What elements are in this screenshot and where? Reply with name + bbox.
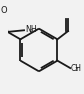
Text: 2: 2 xyxy=(29,29,33,34)
Text: NH: NH xyxy=(25,25,37,34)
Text: 3: 3 xyxy=(75,67,78,72)
Text: O: O xyxy=(0,6,7,16)
Text: CH: CH xyxy=(71,64,82,73)
